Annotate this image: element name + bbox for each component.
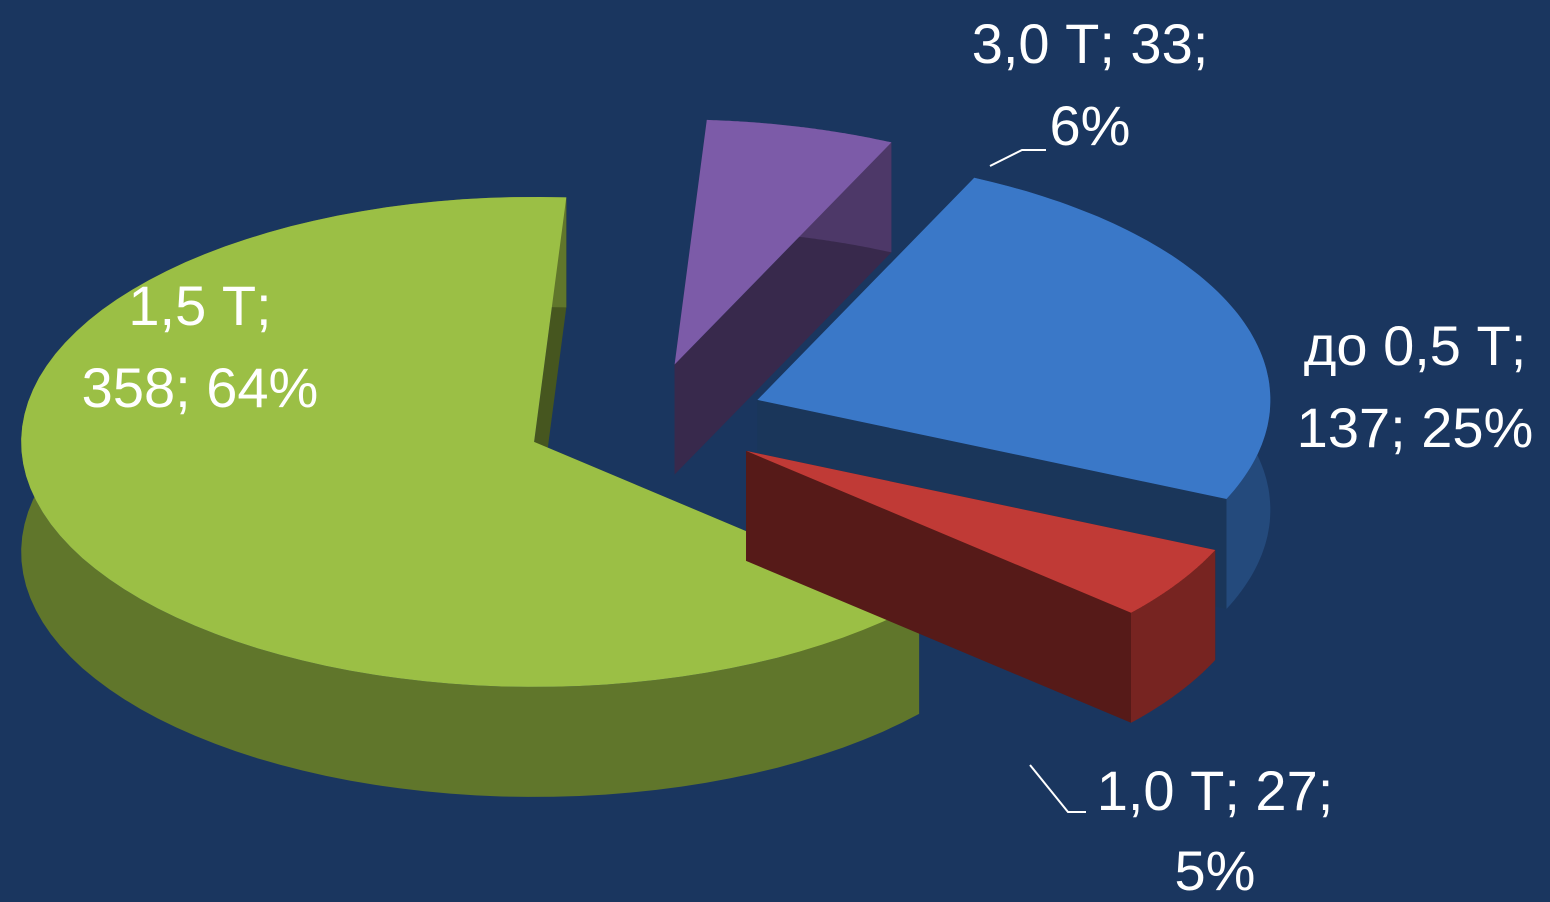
data-label: 137; 25%: [1297, 396, 1534, 459]
data-label: до 0,5 Т;: [1304, 314, 1527, 377]
slice-top: [746, 450, 1216, 613]
slice-top: [674, 119, 892, 365]
data-label: 5%: [1175, 839, 1256, 902]
pie: [21, 119, 1271, 797]
data-label: 1,5 Т;: [128, 274, 271, 337]
data-label: 1,0 Т; 27;: [1097, 759, 1334, 822]
leader-line: [989, 149, 1046, 167]
slice: [746, 450, 1216, 723]
slice-top: [21, 197, 920, 687]
slice-wall: [1131, 550, 1216, 723]
data-label: 3,0 Т; 33;: [972, 12, 1209, 75]
slice: [674, 119, 892, 475]
data-label: 358; 64%: [82, 356, 319, 419]
slice: [21, 197, 920, 797]
slice-top: [757, 177, 1271, 500]
leader-line: [1029, 764, 1086, 813]
data-label: 6%: [1050, 94, 1131, 157]
slice-side: [746, 450, 1131, 723]
